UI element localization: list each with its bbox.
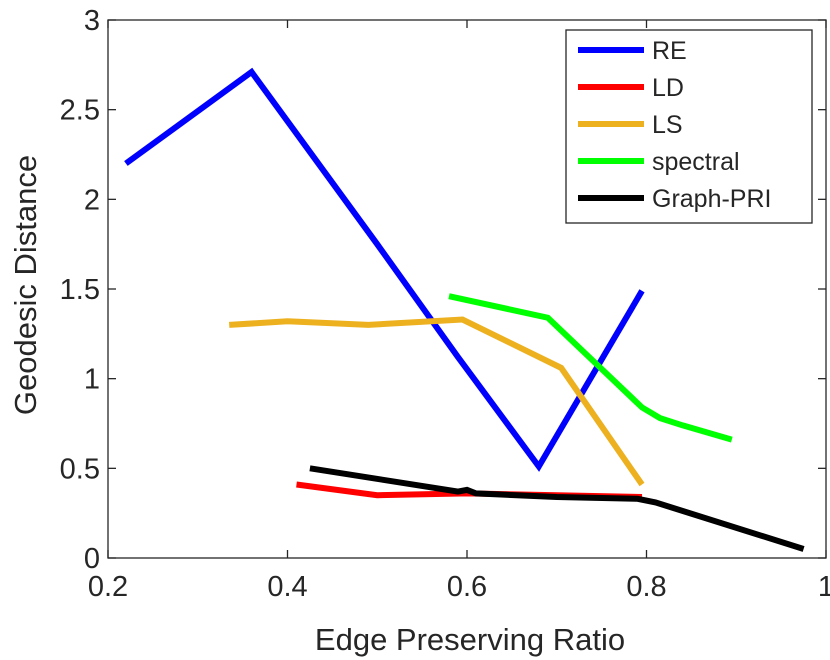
series-line-re xyxy=(124,67,645,472)
x-tick-label: 0.6 xyxy=(447,571,487,603)
y-tick-label: 1 xyxy=(84,364,100,396)
legend-label: spectral xyxy=(652,148,740,176)
y-tick-label: 1.5 xyxy=(60,274,100,306)
legend-label: LD xyxy=(652,74,684,102)
series-lines xyxy=(124,67,805,552)
series-line-spectral xyxy=(448,293,733,443)
y-tick-label: 3 xyxy=(84,5,100,37)
y-tick-label: 2.5 xyxy=(60,95,100,127)
legend-label: Graph-PRI xyxy=(652,185,771,213)
x-tick-label: 0.8 xyxy=(626,571,666,603)
series-line-ls xyxy=(229,316,645,487)
x-tick-label: 0.2 xyxy=(88,571,128,603)
x-axis-title: Edge Preserving Ratio xyxy=(315,622,625,657)
x-tick-label: 0.4 xyxy=(267,571,307,603)
axes xyxy=(107,19,827,559)
y-tick-label: 0.5 xyxy=(60,453,100,485)
y-tick-label: 0 xyxy=(84,543,100,575)
x-tick-label: 1 xyxy=(818,571,830,603)
legend: RE LD LS spectral Graph-PRI xyxy=(565,29,813,224)
tick-labels: 0.2 0.4 0.6 0.8 1 0 0.5 1 1.5 2 2.5 3 xyxy=(60,5,830,603)
series-line-graph-pri xyxy=(309,465,805,552)
legend-label: RE xyxy=(652,37,687,65)
legend-label: LS xyxy=(652,111,683,139)
y-axis-title: Geodesic Distance xyxy=(8,155,43,415)
y-tick-label: 2 xyxy=(84,184,100,216)
